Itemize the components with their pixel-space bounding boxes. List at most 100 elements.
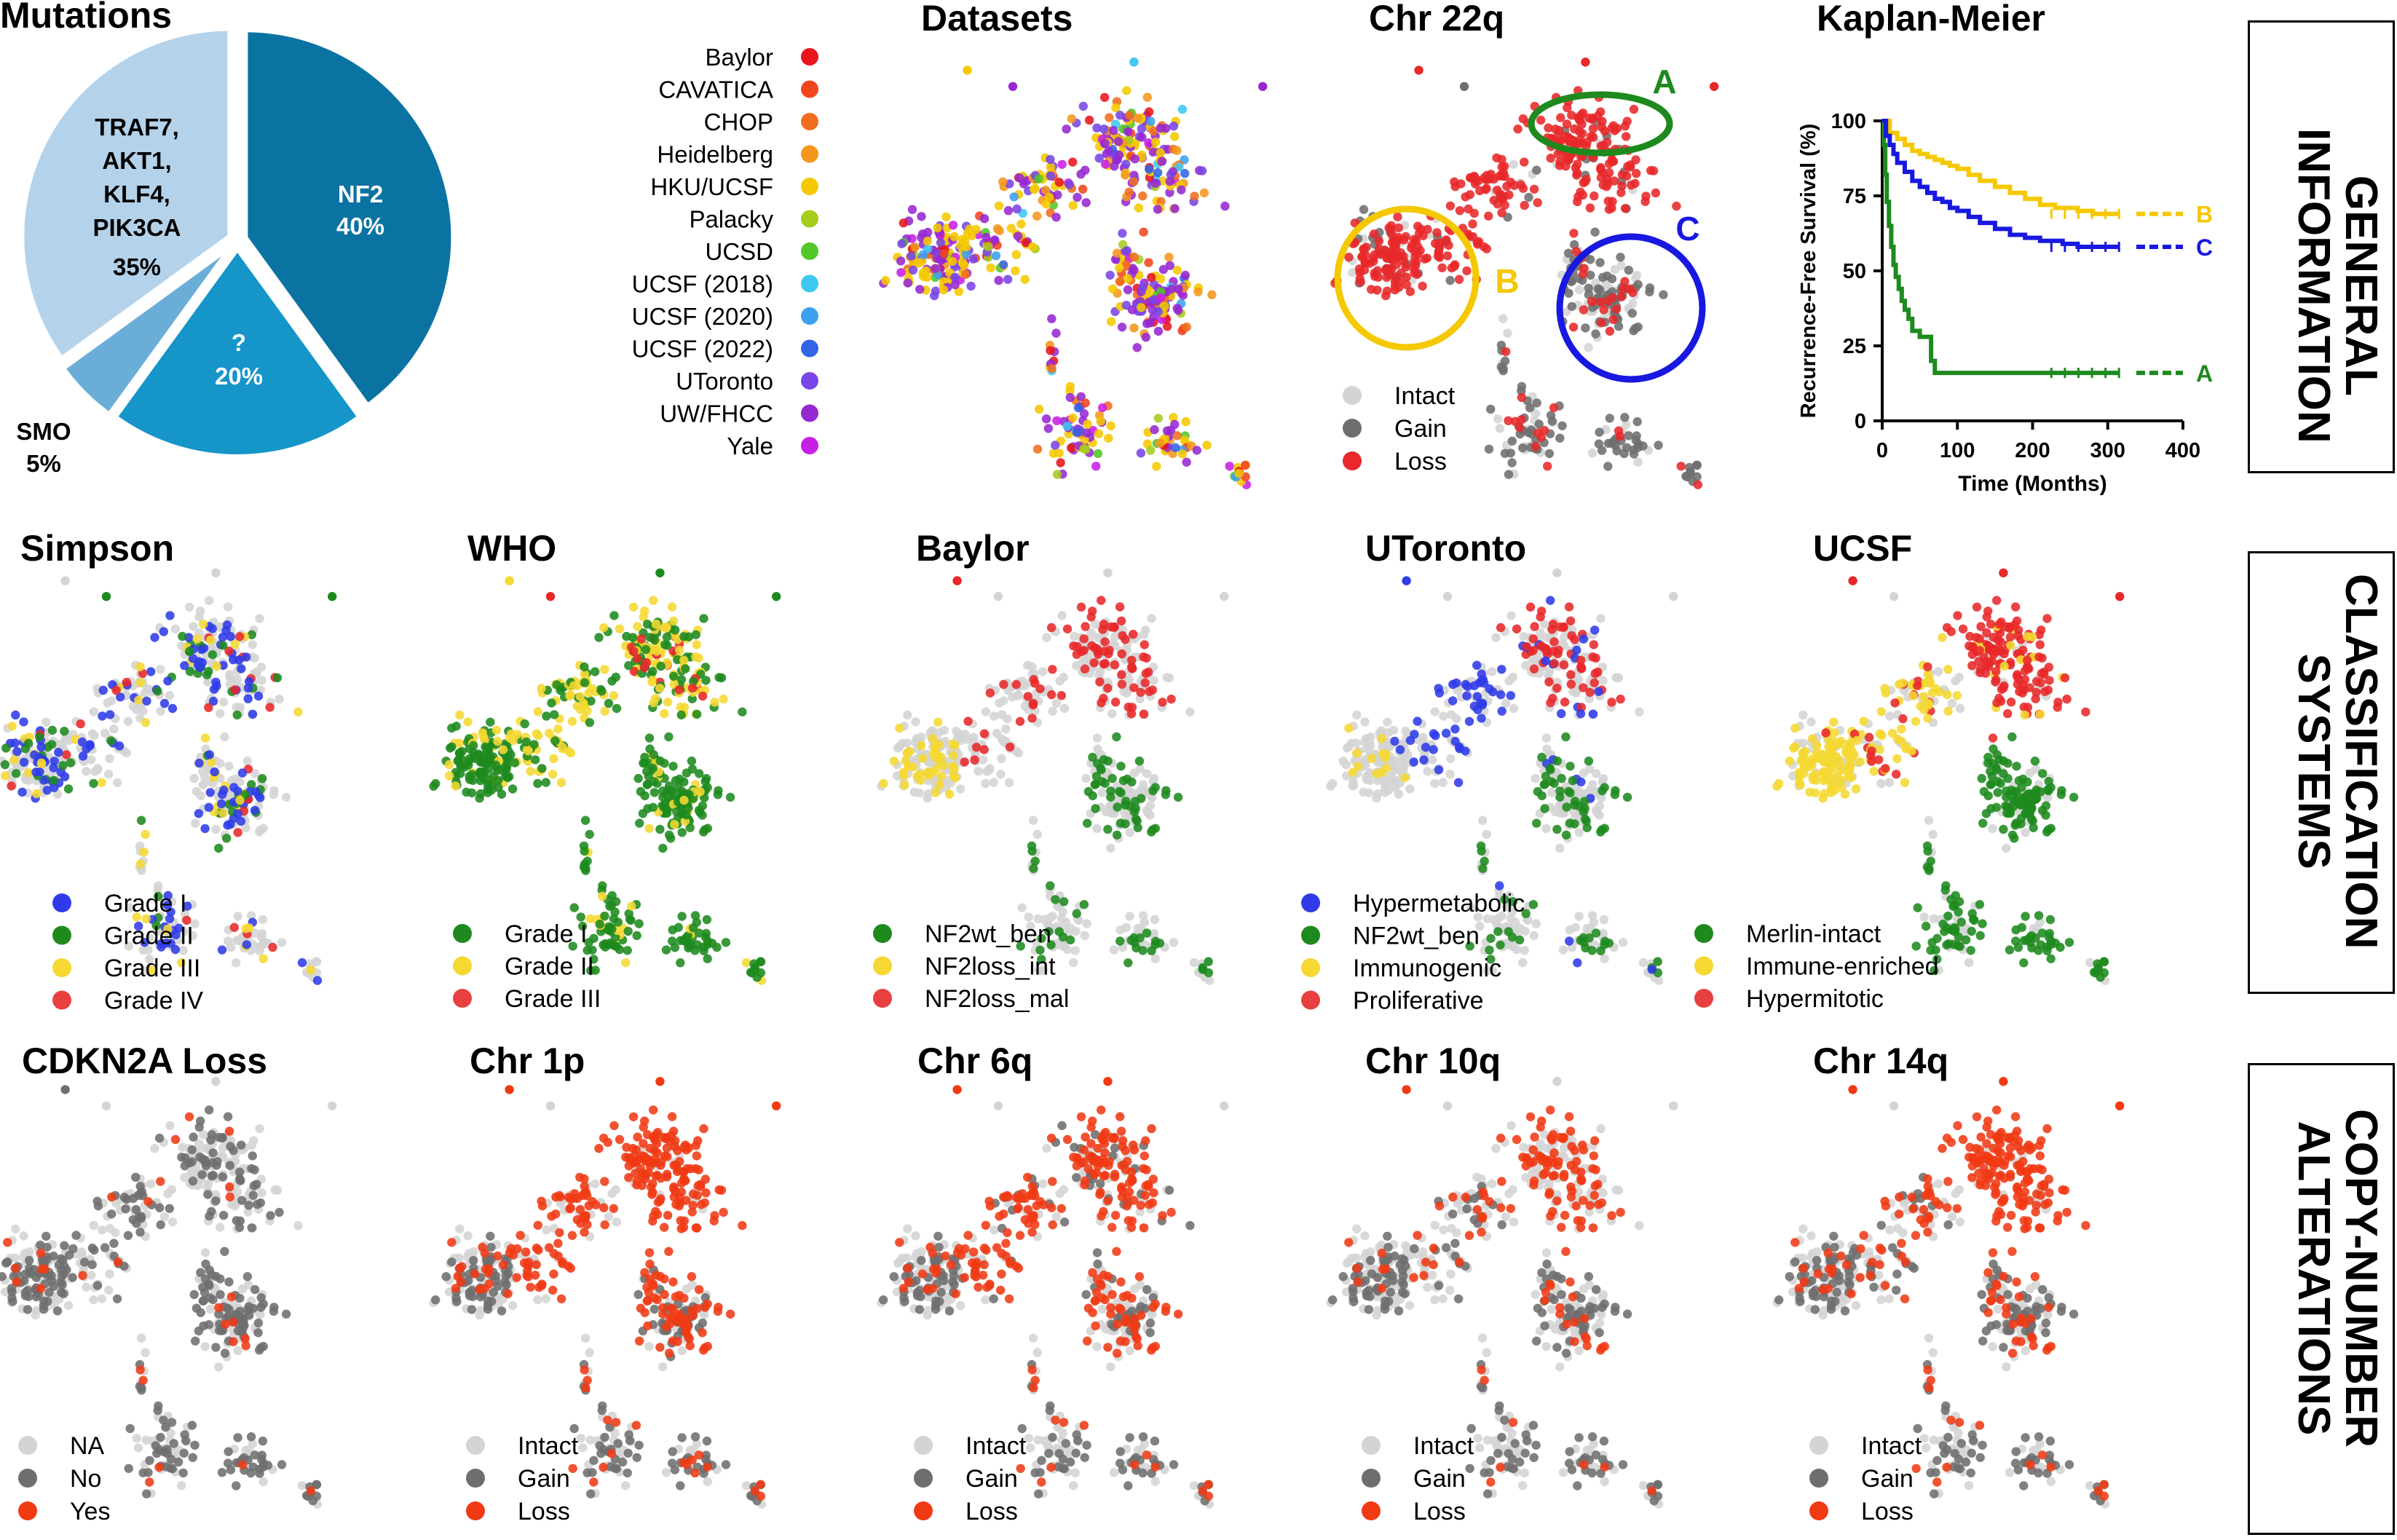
simpson-point [257, 774, 267, 783]
ucsf-point [1911, 716, 1921, 726]
who-point [598, 891, 607, 901]
cdkn2a-point [293, 1220, 303, 1231]
utoronto-legend-swatch [1301, 893, 1320, 912]
utoronto-point [1616, 694, 1625, 704]
utoronto-point [1594, 687, 1603, 696]
cdkn2a-point [167, 1217, 178, 1227]
baylor-legend-swatch [873, 924, 892, 943]
utoronto-point [1529, 664, 1539, 674]
chr22q-point [1529, 184, 1539, 194]
simpson-point [12, 747, 22, 757]
who-point [741, 957, 751, 968]
baylor-point [935, 780, 944, 790]
who-point [607, 676, 617, 686]
ucsf-point [1988, 824, 1997, 834]
datasets-point [1152, 462, 1161, 471]
utoronto-point [1596, 946, 1606, 956]
chr22q-point [1523, 427, 1533, 438]
simpson-point [258, 915, 268, 925]
datasets-point [1146, 117, 1156, 126]
simpson-point [178, 946, 188, 955]
baylor-point [936, 771, 946, 781]
utoronto-point [1561, 830, 1571, 840]
ucsf-point [1819, 767, 1829, 777]
utoronto-point [1383, 717, 1392, 727]
ucsf-point [1892, 734, 1902, 743]
simpson-point [180, 660, 189, 671]
datasets-point [960, 269, 971, 280]
datasets-point [1133, 113, 1142, 123]
ucsf-point [2023, 789, 2032, 799]
chr22q-point [1557, 421, 1567, 430]
datasets-point [1148, 147, 1158, 157]
ucsf-point [2010, 602, 2021, 612]
ucsf-point [1876, 707, 1886, 716]
baylor-point [1057, 611, 1067, 620]
chr22q-point [1497, 162, 1506, 172]
ucsf-point [1966, 946, 1975, 955]
baylor-point [1133, 823, 1142, 833]
who-point [649, 635, 660, 645]
baylor-point [933, 717, 943, 727]
who-point [662, 805, 671, 815]
chr22q-point [1595, 297, 1606, 307]
simpson-point [250, 653, 259, 663]
simpson-legend-label: Grade IV [104, 987, 203, 1015]
utoronto-point [1591, 928, 1601, 938]
baylor-point [1117, 679, 1127, 689]
utoronto-point [1453, 778, 1464, 788]
ucsf-point [1986, 767, 1995, 776]
ucsf-point [1812, 741, 1822, 751]
baylor-point [1058, 907, 1067, 917]
simpson-point [42, 786, 52, 795]
chr22q-point [1645, 287, 1654, 297]
chr22q-point [1500, 449, 1510, 458]
chr22q-point [1616, 261, 1626, 270]
chr22q-legend-swatch [1343, 419, 1362, 438]
chr22q-point [1584, 343, 1593, 352]
baylor-point [1092, 733, 1102, 743]
baylor-point [1147, 946, 1156, 956]
who-point [663, 786, 673, 795]
ucsf-point [2022, 936, 2031, 945]
utoronto-point [1445, 770, 1455, 779]
ucsf-outlier-point [1848, 576, 1857, 585]
datasets-legend-swatch [801, 307, 818, 325]
baylor-point [997, 710, 1007, 719]
chr22q-point [1390, 285, 1400, 295]
chr22q-point [1359, 265, 1370, 275]
utoronto-point [1348, 781, 1357, 791]
datasets-point [1197, 166, 1207, 175]
datasets-point [1115, 263, 1124, 273]
chr22q-point [1556, 113, 1565, 122]
baylor-point [1015, 716, 1025, 726]
baylor-point [1106, 792, 1115, 802]
utoronto-point [1400, 773, 1410, 783]
chr22q-point [1493, 185, 1502, 195]
who-point [469, 741, 478, 751]
datasets-point [1052, 416, 1062, 425]
datasets-point [1129, 177, 1139, 186]
chr22q-point [1622, 443, 1632, 452]
baylor-point [1100, 637, 1110, 647]
chr22q-label-C: C [1675, 210, 1699, 248]
simpson-point [218, 641, 228, 650]
baylor-legend-swatch [873, 956, 892, 976]
baylor-point [1027, 846, 1037, 856]
simpson-point [135, 678, 146, 687]
utoronto-point [1486, 933, 1496, 944]
datasets-point [1099, 125, 1109, 134]
baylor-point [1051, 698, 1062, 708]
chr22q-point [1648, 166, 1659, 175]
baylor-point [1121, 819, 1130, 829]
utoronto-point [1579, 768, 1589, 778]
simpson-point [77, 737, 87, 747]
datasets-point [954, 287, 964, 296]
chr22q-point [1641, 191, 1651, 201]
datasets-point [1094, 154, 1104, 163]
who-point [668, 616, 679, 625]
simpson-point [243, 683, 253, 693]
simpson-point [226, 819, 235, 829]
utoronto-point [1561, 732, 1571, 742]
utoronto-legend-label: Hypermetabolic [1353, 890, 1525, 917]
